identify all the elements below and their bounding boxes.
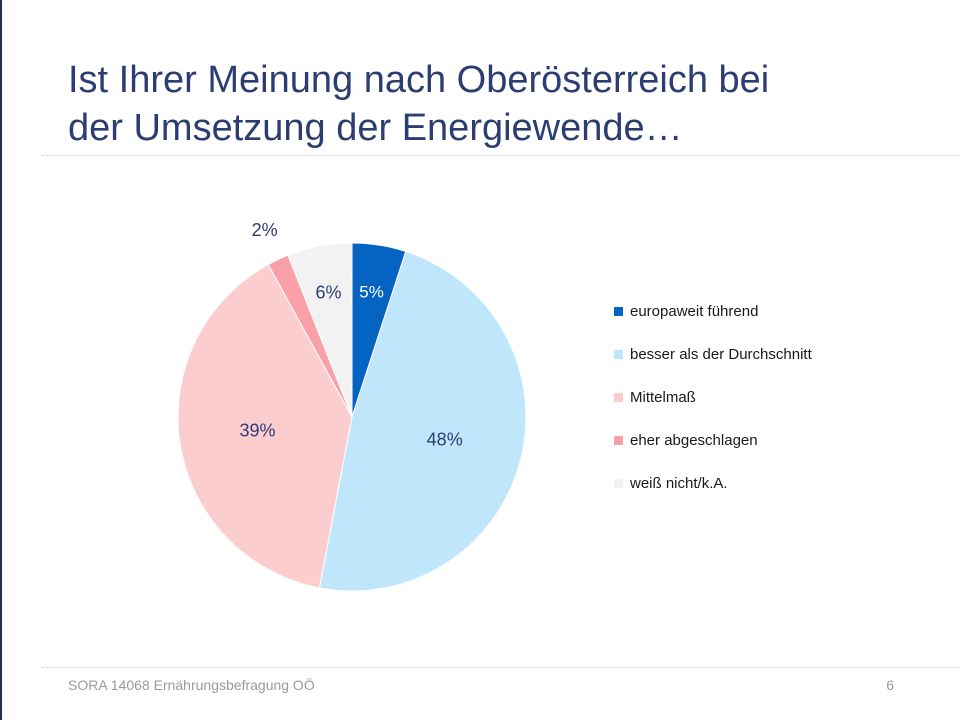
legend-swatch-3: [614, 435, 623, 445]
legend-item-2: Mittelmaß: [614, 386, 914, 408]
footer-divider: [42, 667, 960, 668]
slide-title: Ist Ihrer Meinung nach Oberösterreich be…: [68, 59, 770, 149]
footer-text: SORA 14068 Ernährungsbefragung OÖ: [68, 677, 315, 693]
legend-label-0: europaweit führend: [630, 302, 759, 320]
pie-slice-1: [318, 250, 527, 592]
data-label-0: 5%: [359, 283, 384, 302]
legend-item-3: eher abgeschlagen: [614, 429, 914, 451]
pie-slice-4: [287, 242, 353, 418]
page-number: 6: [886, 677, 894, 693]
legend-label-3: eher abgeschlagen: [630, 431, 758, 449]
title-divider: [42, 155, 960, 156]
legend-label-1: besser als der Durchschnitt: [630, 345, 812, 363]
legend-swatch-2: [614, 392, 623, 402]
chart-legend: europaweit führend besser als der Durchsc…: [614, 300, 914, 515]
legend-swatch-4: [614, 478, 623, 488]
data-label-1: 48%: [427, 430, 463, 450]
pie-slice-2: [177, 263, 353, 589]
legend-item-0: europaweit führend: [614, 300, 914, 322]
data-label-4: 6%: [316, 283, 342, 303]
data-label-3: 2%: [252, 220, 278, 240]
legend-item-4: weiß nicht/k.A.: [614, 472, 914, 494]
legend-swatch-1: [614, 349, 623, 359]
legend-label-4: weiß nicht/k.A.: [630, 474, 728, 492]
legend-item-1: besser als der Durchschnitt: [614, 343, 914, 365]
data-label-2: 39%: [239, 421, 275, 441]
legend-swatch-0: [614, 306, 623, 316]
legend-label-2: Mittelmaß: [630, 388, 696, 406]
